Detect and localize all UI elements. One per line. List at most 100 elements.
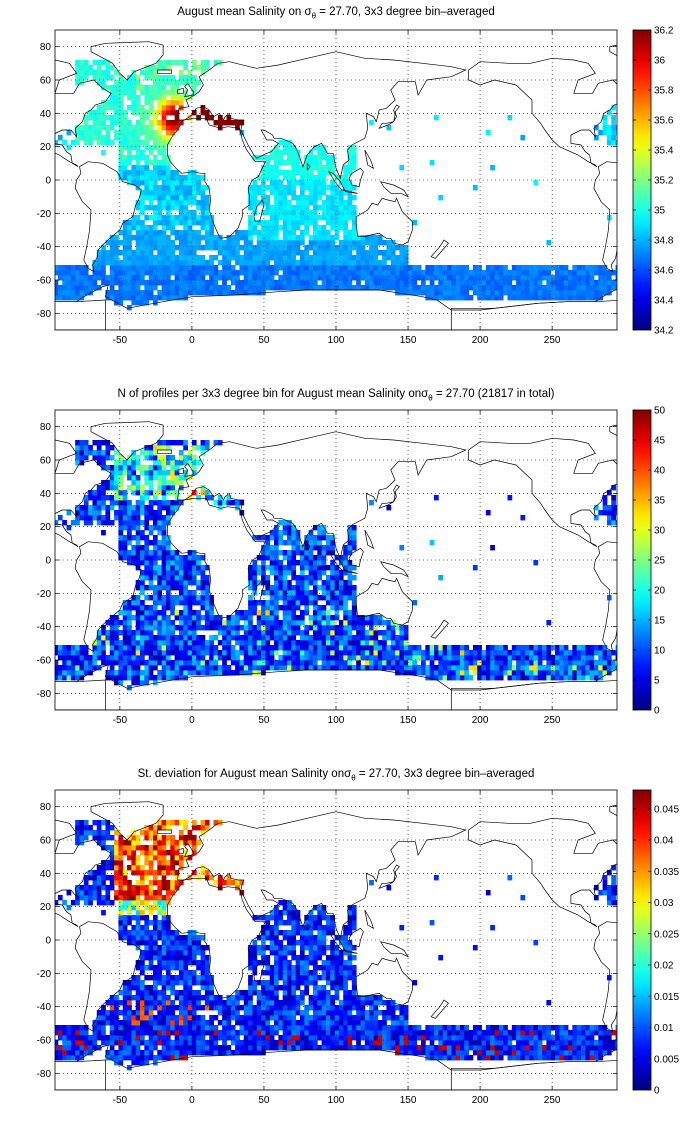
data-cell (477, 290, 482, 296)
data-cell (459, 285, 465, 291)
data-cell (226, 245, 232, 251)
data-cell (468, 270, 474, 276)
data-cell (593, 125, 599, 131)
data-cell (92, 450, 98, 456)
data-cell (377, 645, 383, 651)
data-cell (317, 585, 322, 591)
data-cell (356, 615, 361, 621)
data-cell (256, 655, 262, 661)
data-cell (390, 655, 396, 661)
data-cell (131, 480, 137, 486)
data-cell (157, 650, 163, 656)
data-cell (351, 575, 357, 581)
data-cell (304, 665, 310, 671)
data-cell (360, 645, 366, 651)
data-cell (356, 630, 361, 636)
data-cell (369, 650, 374, 656)
data-cell (174, 480, 180, 486)
data-cell (390, 640, 396, 646)
data-cell (109, 95, 115, 101)
data-cell (131, 555, 137, 561)
data-cell (178, 295, 184, 301)
data-cell (611, 140, 616, 146)
data-cell (343, 170, 348, 176)
data-cell (183, 570, 188, 576)
data-cell (429, 280, 435, 286)
data-cell (204, 650, 210, 656)
data-cell (364, 635, 370, 641)
data-cell (282, 275, 288, 281)
data-cell (204, 240, 210, 246)
data-cell (507, 1050, 513, 1056)
data-cell (299, 650, 305, 656)
data-cell (615, 505, 617, 511)
data-cell (317, 635, 322, 641)
data-cell (200, 670, 206, 676)
data-cell (334, 275, 340, 281)
data-cell (442, 280, 448, 286)
data-cell (274, 545, 279, 551)
data-cell (265, 600, 271, 606)
data-cell (165, 280, 171, 286)
data-cell (550, 1050, 556, 1056)
data-cell (196, 280, 201, 286)
data-cell (140, 280, 145, 286)
data-cell (135, 670, 141, 676)
data-cell (269, 245, 275, 251)
data-cell (204, 110, 210, 116)
data-cell (317, 170, 322, 176)
data-cell (351, 540, 357, 546)
data-cell (135, 515, 141, 521)
coastline (450, 668, 617, 710)
data-cell (200, 565, 206, 571)
data-cell (546, 645, 552, 651)
data-cell (282, 175, 288, 181)
data-cell (338, 275, 344, 281)
data-cell (308, 590, 314, 596)
data-cell (295, 560, 301, 566)
data-cell (498, 1045, 504, 1051)
data-cell (330, 190, 335, 196)
data-cell (429, 670, 435, 676)
data-cell (148, 290, 154, 296)
data-cell (446, 270, 452, 276)
data-cell (338, 575, 344, 581)
data-cell (278, 530, 284, 536)
data-cell (593, 665, 599, 671)
data-cell (174, 660, 180, 666)
data-cell (317, 205, 322, 211)
data-cell (278, 280, 284, 286)
data-cell (308, 235, 314, 241)
data-cell (291, 155, 297, 161)
data-cell (542, 675, 547, 681)
data-cell (611, 510, 616, 516)
data-cell (312, 265, 318, 271)
data-cell (325, 590, 331, 596)
data-cell (161, 80, 167, 86)
data-cell (144, 165, 150, 171)
data-cell (455, 1050, 461, 1056)
data-cell (464, 270, 469, 276)
data-cell (122, 550, 128, 556)
data-cell (494, 295, 500, 301)
data-cell (520, 135, 526, 141)
data-cell (256, 175, 262, 181)
data-cell (615, 280, 617, 286)
data-cell (174, 170, 180, 176)
data-cell (105, 105, 111, 111)
data-cell (96, 265, 102, 271)
data-cell (88, 665, 93, 671)
data-cell (191, 1040, 197, 1046)
data-cell (602, 290, 608, 296)
data-cell (490, 1045, 495, 1051)
data-cell (265, 175, 271, 181)
data-cell (152, 280, 158, 286)
data-cell (295, 535, 301, 541)
data-cell (114, 95, 119, 101)
data-cell (459, 665, 465, 671)
data-cell (157, 550, 163, 556)
data-cell (304, 635, 310, 641)
data-cell (572, 1040, 578, 1046)
data-cell (127, 175, 132, 181)
data-cell (256, 580, 262, 586)
